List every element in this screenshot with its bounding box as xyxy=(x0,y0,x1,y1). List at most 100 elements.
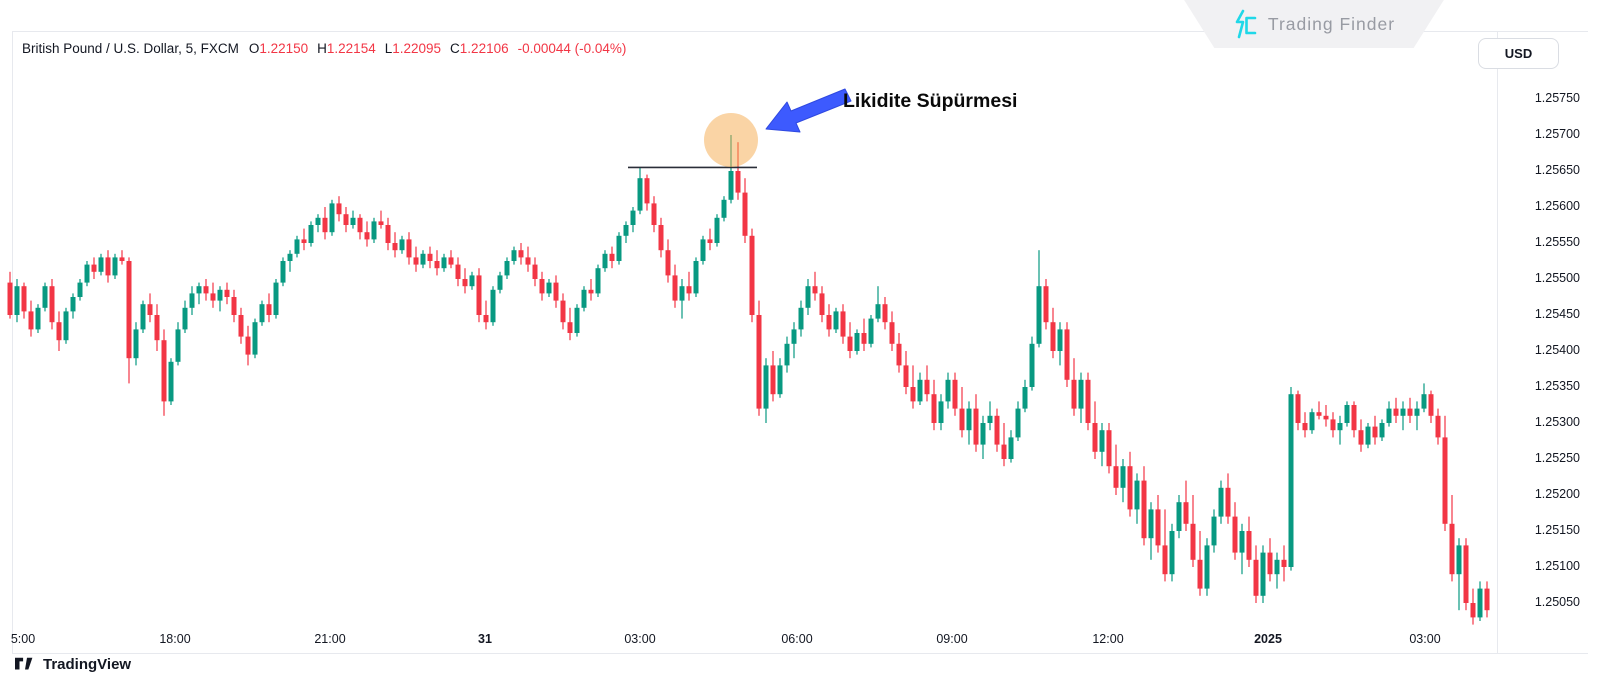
price-axis-label: 1.25500 xyxy=(1534,271,1580,285)
candle-body xyxy=(392,243,398,251)
candle-body xyxy=(1365,426,1371,445)
ohlc-values: O1.22150 H1.22154 L1.22095 C1.22106 xyxy=(249,41,518,56)
annotation-arrow-icon xyxy=(765,88,852,133)
candle-body xyxy=(1022,387,1028,409)
ohlc-value: 1.22095 xyxy=(392,41,442,56)
candle-body xyxy=(245,336,251,355)
candle-body xyxy=(840,311,846,337)
candle-body xyxy=(1001,444,1007,459)
candle-body xyxy=(1085,379,1091,423)
time-axis-label: 03:00 xyxy=(624,632,656,646)
candle-body xyxy=(581,289,587,308)
candle-body xyxy=(1344,405,1350,423)
candle-body xyxy=(1358,430,1364,445)
candle-body xyxy=(700,239,706,261)
ohlc-key: L xyxy=(384,41,393,56)
candle-body xyxy=(826,315,832,330)
candle-body xyxy=(1337,423,1343,431)
candle-body xyxy=(1330,419,1336,431)
candle-body xyxy=(784,343,790,366)
candle-body xyxy=(672,275,678,301)
candle-body xyxy=(49,286,55,323)
candle-body xyxy=(777,365,783,395)
candle-body xyxy=(833,311,839,330)
candle-body xyxy=(1428,394,1434,416)
candle-body xyxy=(469,275,475,287)
candle-body xyxy=(1197,559,1203,589)
price-axis-label: 1.25150 xyxy=(1534,523,1580,537)
candle-body xyxy=(301,239,307,243)
candle-body xyxy=(749,235,755,315)
card-top-border xyxy=(12,31,1588,32)
candle-body xyxy=(1267,552,1273,575)
candle-body xyxy=(427,253,433,261)
candle-body xyxy=(770,365,776,395)
time-axis-label: 12:00 xyxy=(1092,632,1124,646)
ohlc-value: 1.22106 xyxy=(459,41,509,56)
candle-body xyxy=(931,394,937,423)
candle-body xyxy=(567,322,573,333)
trading-finder-label: Trading Finder xyxy=(1267,13,1396,34)
ohlc-item: O1.22150 xyxy=(249,41,308,56)
time-axis-label: 2025 xyxy=(1254,632,1282,646)
price-axis-label: 1.25450 xyxy=(1534,307,1580,321)
symbol-title: British Pound / U.S. Dollar, 5, FXCM xyxy=(22,41,239,56)
candle-body xyxy=(560,300,566,323)
candle-body xyxy=(7,282,13,315)
candle-body xyxy=(630,210,636,225)
candle-body xyxy=(1246,531,1252,560)
ohlc-value: 1.22154 xyxy=(326,41,376,56)
candle-body xyxy=(1372,426,1378,438)
price-axis-label: 1.25050 xyxy=(1534,595,1580,609)
candle-body xyxy=(182,307,188,330)
candle-body xyxy=(224,289,230,297)
candle-body xyxy=(616,235,622,261)
price-axis-label: 1.25750 xyxy=(1534,91,1580,105)
candle-body xyxy=(252,322,258,355)
candle-body xyxy=(462,279,468,287)
candle-body xyxy=(1232,516,1238,553)
time-axis-label: 09:00 xyxy=(936,632,968,646)
candle-body xyxy=(959,408,965,431)
candle-body xyxy=(1309,412,1315,431)
currency-button[interactable]: USD xyxy=(1478,38,1559,69)
ohlc-key: C xyxy=(450,41,460,56)
candle-body xyxy=(329,203,335,233)
candle-body xyxy=(1400,408,1406,416)
candle-body xyxy=(63,311,69,341)
candle-body xyxy=(70,297,76,312)
candle-body xyxy=(84,264,90,283)
sweep-highlight-circle xyxy=(704,113,758,167)
candle-body xyxy=(532,264,538,279)
candle-body xyxy=(1274,559,1280,575)
candle-body xyxy=(1253,559,1259,596)
candle-body xyxy=(231,297,237,315)
candle-body xyxy=(1183,502,1189,524)
tradingview-attribution[interactable]: TradingView xyxy=(15,656,131,673)
price-axis-label: 1.25250 xyxy=(1534,451,1580,465)
candle-body xyxy=(938,401,944,423)
candle-body xyxy=(882,304,888,323)
candle-body xyxy=(238,315,244,337)
candle-body xyxy=(483,315,489,323)
candle-body xyxy=(406,239,412,258)
candle-body xyxy=(602,253,608,269)
change-value: -0.00044 (-0.04%) xyxy=(517,41,627,56)
candle-body xyxy=(154,315,160,341)
tradingview-label: TradingView xyxy=(43,656,132,673)
price-axis-label: 1.25700 xyxy=(1534,127,1580,141)
candle-body xyxy=(490,289,496,323)
candle-body xyxy=(1211,516,1217,546)
candle-body xyxy=(658,225,664,251)
candle-body xyxy=(413,257,419,265)
candle-body xyxy=(315,217,321,225)
candle-body xyxy=(805,286,811,308)
trading-finder-ribbon: Trading Finder xyxy=(1184,0,1444,48)
candle-body xyxy=(126,261,132,359)
ohlc-item: C1.22106 xyxy=(450,41,509,56)
candle-body xyxy=(1141,480,1147,539)
candle-body xyxy=(903,365,909,387)
symbol-legend[interactable]: British Pound / U.S. Dollar, 5, FXCM O1.2… xyxy=(22,41,626,56)
candle-body xyxy=(742,192,748,236)
